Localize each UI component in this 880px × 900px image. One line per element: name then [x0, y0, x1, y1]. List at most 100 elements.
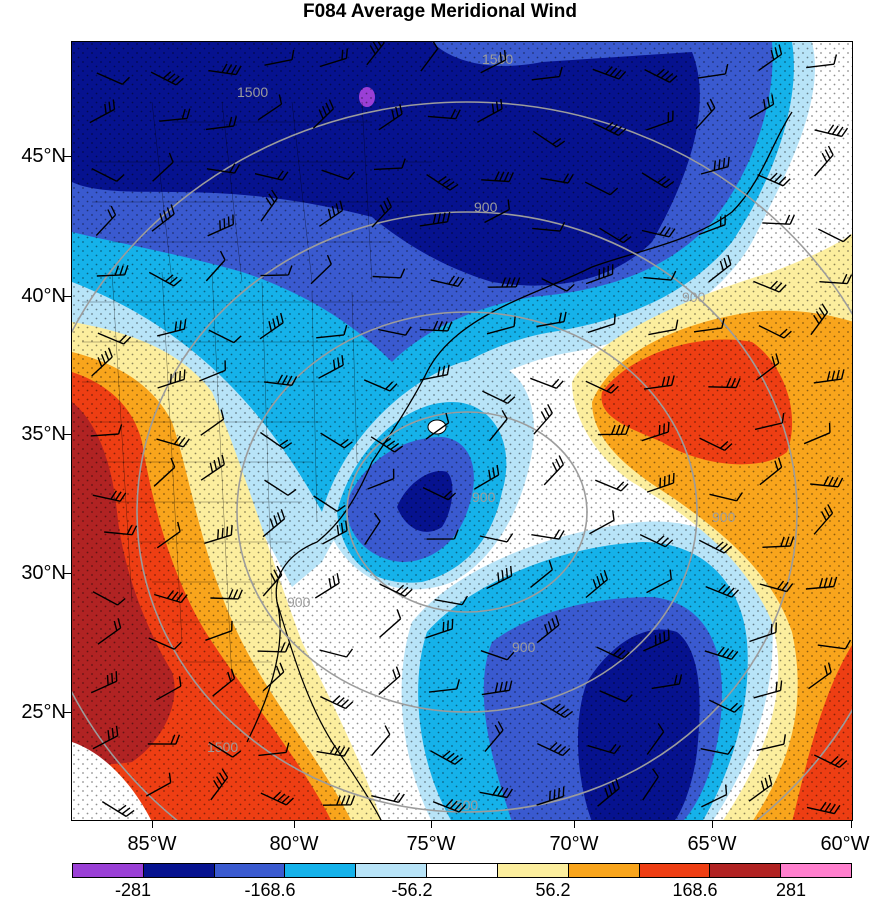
wind-barb: [701, 784, 728, 808]
wind-barb: [698, 539, 733, 554]
wind-barb: [422, 486, 457, 501]
wind-barb: [200, 454, 225, 481]
wind-barb: [262, 509, 286, 538]
colorbar-label: -168.6: [244, 880, 296, 900]
lat-label-30n: 30°N: [21, 562, 66, 584]
wind-barb: [648, 319, 679, 336]
wind-barb: [378, 666, 401, 696]
wind-barb: [536, 311, 567, 328]
wind-barb: [817, 639, 852, 650]
wind-barb: [814, 124, 849, 138]
wind-barb: [320, 432, 353, 449]
wind-barb: [530, 560, 553, 588]
wind-barb: [147, 734, 181, 745]
lon-label-80w: 80°W: [269, 833, 319, 855]
contour-label: 1500: [237, 84, 268, 100]
wind-barb: [430, 750, 464, 765]
wind-barb: [152, 152, 174, 182]
wind-barb: [260, 189, 278, 222]
wind-barb: [419, 320, 453, 332]
wind-barb: [596, 646, 630, 660]
wind-barb: [425, 412, 450, 440]
wind-barb: [693, 318, 725, 333]
wind-barb: [379, 583, 413, 597]
wind-barb: [748, 774, 773, 802]
wind-barb: [531, 529, 565, 540]
wind-field-svg: 1500 1500 900 900 900 900 900 1500 1500 …: [72, 42, 852, 820]
lon-tick: [712, 821, 713, 828]
wind-barb: [319, 48, 348, 68]
lon-label-70w: 70°W: [549, 833, 599, 855]
wind-barb: [643, 270, 677, 281]
lon-tick: [851, 821, 852, 828]
wind-barb: [420, 42, 439, 72]
wind-barb: [810, 303, 829, 336]
wind-barb: [641, 226, 676, 238]
wind-barb: [156, 435, 190, 448]
wind-barb: [595, 479, 629, 492]
wind-barb: [644, 68, 678, 83]
contour-label: 1500: [207, 739, 238, 755]
wind-map: 1500 1500 900 900 900 900 900 1500 1500 …: [71, 41, 853, 821]
wind-barb: [480, 650, 515, 661]
lat-tick: [64, 573, 71, 574]
wind-barb: [208, 63, 242, 76]
wind-barb: [481, 680, 513, 696]
wind-barb: [363, 379, 398, 392]
wind-barb: [709, 492, 743, 502]
colorbar-label: 56.2: [535, 880, 571, 900]
wind-barb: [159, 108, 191, 122]
wind-barb: [210, 768, 229, 801]
wind-barb: [639, 533, 674, 548]
lat-label-45n: 45°N: [21, 145, 66, 167]
colorbar-swatch: [568, 864, 640, 877]
wind-barb: [157, 319, 187, 337]
wind-barb: [205, 250, 226, 282]
wind-barb: [320, 695, 354, 710]
wind-barbs: [89, 42, 852, 817]
lat-label-35n: 35°N: [21, 423, 66, 445]
wind-barb: [482, 390, 516, 405]
wind-barb: [318, 355, 344, 379]
wind-barb: [150, 71, 184, 86]
wind-barb: [264, 49, 295, 66]
wind-barb: [260, 791, 294, 806]
wind-barb: [257, 642, 291, 653]
wind-barb: [597, 424, 631, 436]
wind-barb: [756, 734, 786, 752]
wind-barb: [92, 725, 119, 750]
wind-barb: [373, 158, 406, 171]
wind-barb: [260, 265, 293, 277]
wind-barb: [480, 50, 507, 74]
wind-barb: [695, 98, 716, 130]
wind-barb: [641, 421, 670, 442]
wind-barb: [264, 479, 297, 496]
wind-barb: [759, 580, 794, 593]
wind-barb: [481, 171, 514, 183]
wind-barb: [484, 199, 510, 224]
wind-barb: [262, 662, 285, 692]
wind-barb: [813, 754, 848, 769]
wind-barb: [533, 403, 553, 435]
colorbar: [72, 863, 852, 878]
wind-barb: [597, 778, 620, 807]
contour-label: 900: [474, 199, 498, 215]
colorbar-swatch: [497, 864, 569, 877]
wind-barb: [531, 66, 563, 81]
wind-barb: [426, 529, 459, 540]
contour-label: 900: [512, 639, 536, 655]
wind-barb: [532, 221, 566, 232]
wind-barb: [366, 42, 385, 66]
wind-barb: [698, 214, 726, 236]
wind-barb: [207, 214, 234, 237]
colorbar-swatch: [73, 864, 144, 877]
wind-barb: [364, 512, 381, 545]
wind-barb: [477, 98, 503, 123]
wind-barb: [757, 172, 791, 187]
wind-barb: [532, 130, 566, 148]
contour-label: 900: [472, 489, 496, 505]
colorbar-label: 281: [775, 880, 807, 900]
wind-barb: [587, 743, 622, 755]
wind-barb: [89, 99, 116, 124]
wind-barb: [316, 744, 350, 757]
